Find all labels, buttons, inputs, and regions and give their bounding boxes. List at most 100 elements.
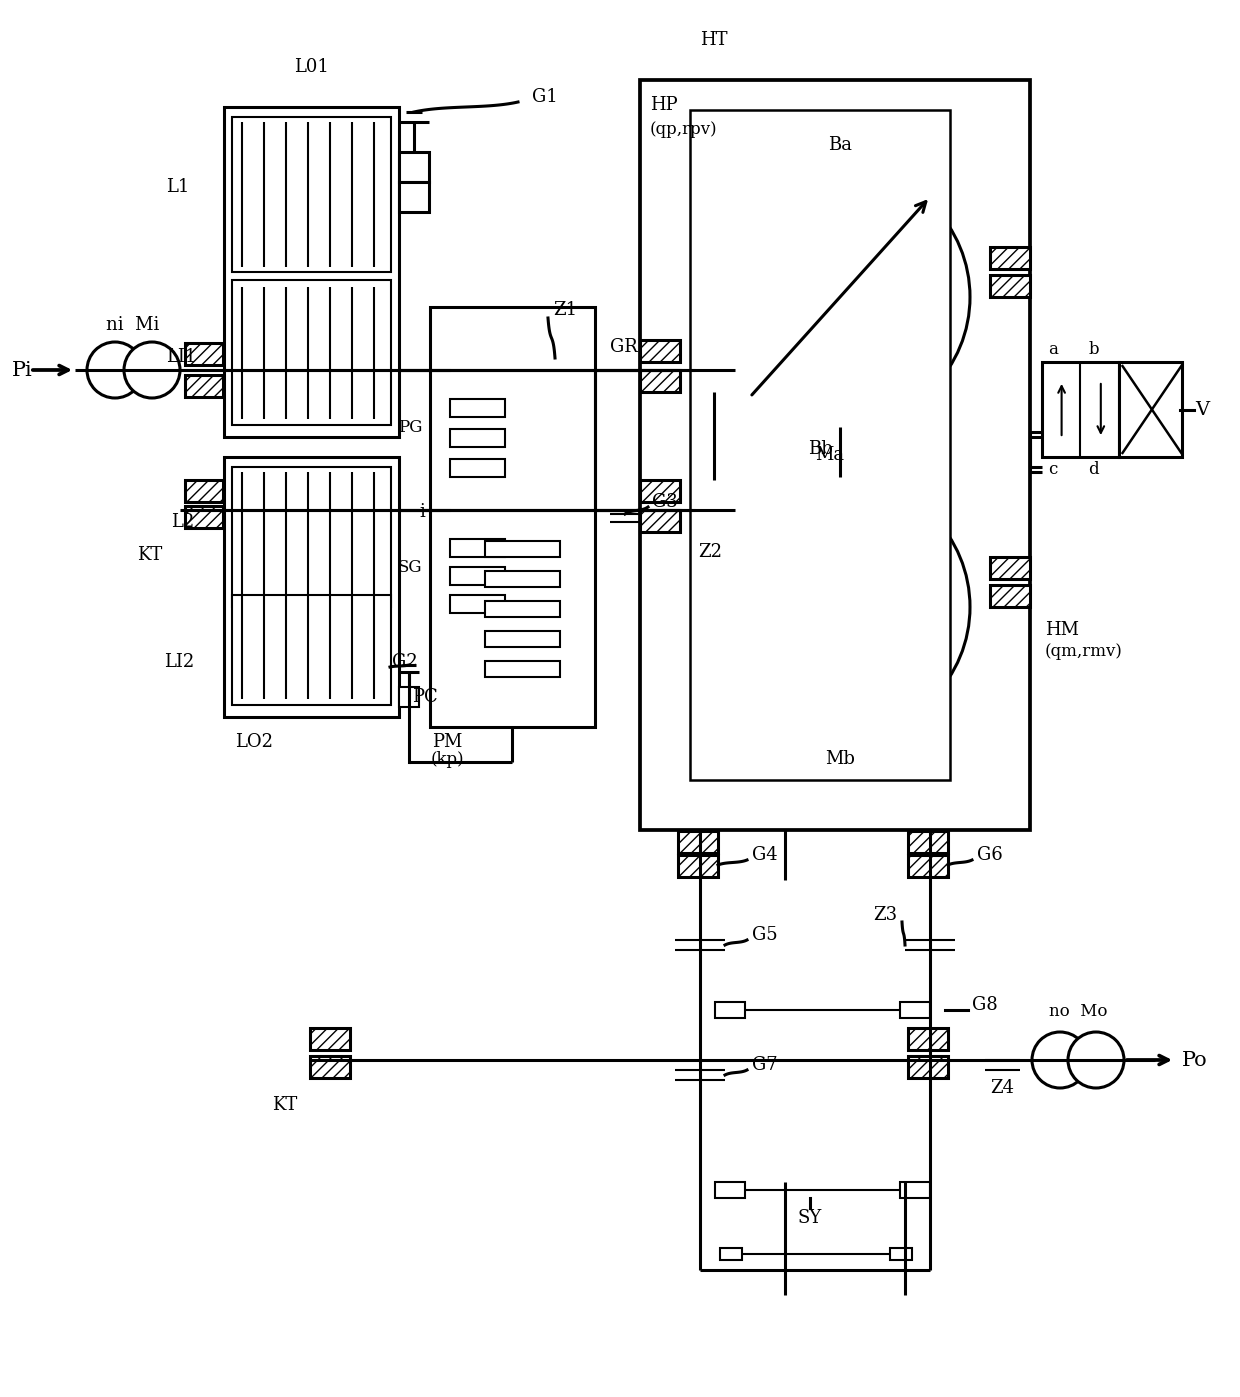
Bar (232, 279, 391, 425)
Bar (908, 831, 949, 854)
Text: (qp,rpv): (qp,rpv) (650, 122, 718, 138)
Text: HM: HM (1045, 622, 1079, 638)
Bar (430, 307, 595, 726)
Text: G3: G3 (652, 493, 678, 511)
Circle shape (711, 168, 970, 427)
Bar (1042, 362, 1118, 457)
Bar (310, 1028, 350, 1051)
Bar (990, 557, 1030, 578)
Bar (224, 108, 399, 437)
Text: d: d (1089, 461, 1099, 478)
Bar (310, 1056, 350, 1078)
Text: KT: KT (273, 1097, 298, 1113)
Bar (720, 1248, 742, 1260)
Bar (399, 152, 429, 182)
Circle shape (124, 342, 180, 398)
Bar (640, 370, 680, 393)
Bar (485, 571, 560, 587)
Bar (224, 457, 399, 717)
Bar (715, 1182, 745, 1199)
Bar (450, 400, 505, 416)
Bar (900, 1002, 930, 1018)
Bar (694, 481, 733, 502)
Text: G8: G8 (972, 996, 998, 1014)
Bar (485, 631, 560, 647)
Bar (640, 339, 680, 362)
Text: PC: PC (412, 687, 438, 705)
Polygon shape (821, 235, 859, 271)
Text: Bb: Bb (807, 440, 832, 458)
Bar (678, 831, 718, 854)
Bar (450, 567, 505, 585)
Text: G6: G6 (977, 847, 1003, 863)
Text: a: a (1048, 341, 1058, 359)
Bar (990, 247, 1030, 270)
Text: HT: HT (701, 31, 728, 49)
Circle shape (1068, 1032, 1123, 1088)
Text: Ma: Ma (816, 446, 844, 464)
Bar (185, 481, 223, 502)
Bar (694, 510, 733, 532)
Bar (232, 595, 391, 705)
Bar (678, 855, 718, 877)
Text: G2: G2 (392, 652, 418, 671)
Bar (715, 1002, 745, 1018)
Text: SY: SY (797, 1208, 822, 1227)
Bar (908, 1056, 949, 1078)
Text: (kp): (kp) (430, 752, 464, 768)
Text: Z3: Z3 (873, 907, 897, 923)
Bar (185, 344, 223, 365)
Bar (694, 339, 733, 362)
Text: Mb: Mb (825, 750, 854, 768)
Bar (908, 1028, 949, 1051)
Bar (640, 80, 1030, 830)
Text: L01: L01 (294, 59, 329, 75)
Circle shape (711, 476, 970, 738)
Text: V: V (1195, 401, 1209, 419)
Text: Z1: Z1 (553, 300, 577, 319)
Bar (640, 510, 680, 532)
Polygon shape (821, 633, 859, 669)
Text: G5: G5 (753, 926, 777, 944)
Bar (232, 117, 391, 272)
Text: Ba: Ba (828, 136, 852, 154)
Text: Pi: Pi (11, 360, 32, 380)
Bar (900, 1182, 930, 1199)
Text: G4: G4 (753, 847, 777, 863)
Circle shape (1032, 1032, 1087, 1088)
Text: LO2: LO2 (236, 733, 273, 752)
Bar (908, 855, 949, 877)
Text: PG: PG (398, 419, 422, 436)
Bar (689, 110, 950, 780)
Text: PM: PM (432, 733, 463, 752)
Text: i: i (419, 503, 425, 521)
Text: ni  Mi: ni Mi (107, 316, 160, 334)
Bar (450, 429, 505, 447)
Bar (694, 370, 733, 393)
Text: SG: SG (398, 559, 422, 576)
Bar (399, 687, 419, 707)
Bar (485, 601, 560, 617)
Text: G7: G7 (753, 1056, 777, 1074)
Bar (450, 539, 505, 557)
Text: c: c (1049, 461, 1058, 478)
Text: (qm,rmv): (qm,rmv) (1045, 644, 1123, 661)
Polygon shape (821, 323, 859, 359)
Text: Z2: Z2 (698, 543, 722, 562)
Bar (185, 374, 223, 397)
Text: KT: KT (138, 546, 162, 564)
Text: L2: L2 (171, 513, 193, 531)
Text: HP: HP (650, 96, 677, 115)
Bar (485, 541, 560, 557)
Text: no  Mo: no Mo (1049, 1003, 1107, 1020)
Bar (990, 275, 1030, 298)
Polygon shape (821, 545, 859, 581)
Bar (399, 182, 429, 212)
Text: Po: Po (1182, 1051, 1208, 1070)
Bar (485, 661, 560, 678)
Bar (1118, 362, 1182, 457)
Bar (990, 585, 1030, 608)
Bar (232, 467, 391, 608)
Text: Z4: Z4 (990, 1078, 1014, 1097)
Text: G1: G1 (532, 88, 558, 106)
